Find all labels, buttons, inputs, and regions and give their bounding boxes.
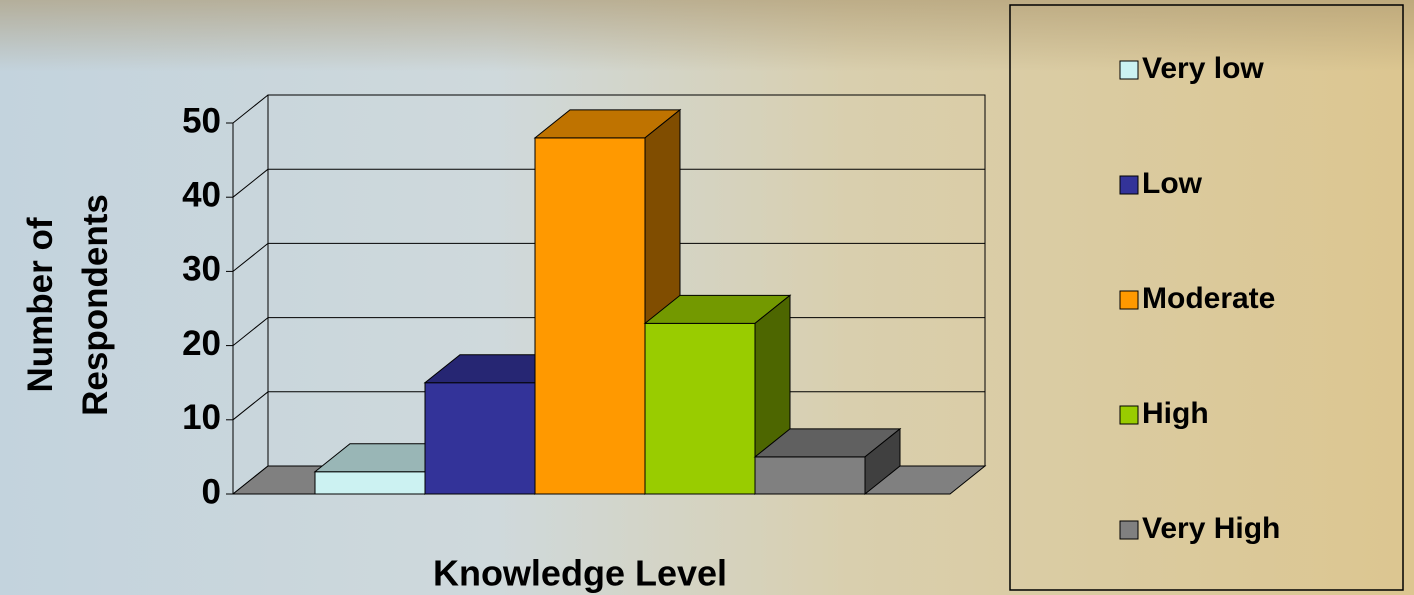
legend-swatch: [1120, 521, 1138, 539]
chart: Knowledge Level 0 10 20 30 40 50 Very low Low Mo…: [0, 0, 1414, 595]
legend-label: Very High: [1142, 512, 1280, 545]
grid-line-side: [233, 392, 268, 420]
grid-line-side: [233, 318, 268, 346]
legend-swatch: [1120, 406, 1138, 424]
bar-front: [315, 472, 425, 494]
y-tick-label: 10: [182, 398, 221, 437]
page: Knowledge Level 0 10 20 30 40 50 Very low Low Mo…: [0, 0, 1414, 595]
bar-front: [645, 323, 755, 494]
legend-label: High: [1142, 397, 1209, 430]
legend-label: Low: [1142, 167, 1203, 200]
legend-swatch: [1120, 61, 1138, 79]
bar-front: [425, 383, 535, 494]
bar-front: [755, 457, 865, 494]
legend-swatch: [1120, 176, 1138, 194]
x-axis-title: Knowledge Level: [433, 553, 727, 594]
y-tick-label: 30: [182, 250, 221, 289]
y-axis-title: Number of Respondents: [13, 155, 123, 455]
bar-front: [535, 138, 645, 494]
y-tick-label: 50: [182, 101, 221, 140]
grid-line-side: [233, 243, 268, 271]
legend-swatch: [1120, 291, 1138, 309]
y-tick-label: 20: [182, 324, 221, 363]
legend-label: Moderate: [1142, 282, 1275, 315]
grid-line-side: [233, 95, 268, 123]
y-tick-label: 40: [182, 175, 221, 214]
legend-label: Very low: [1142, 52, 1264, 85]
grid-line-side: [233, 169, 268, 197]
y-tick-label: 0: [202, 472, 221, 511]
